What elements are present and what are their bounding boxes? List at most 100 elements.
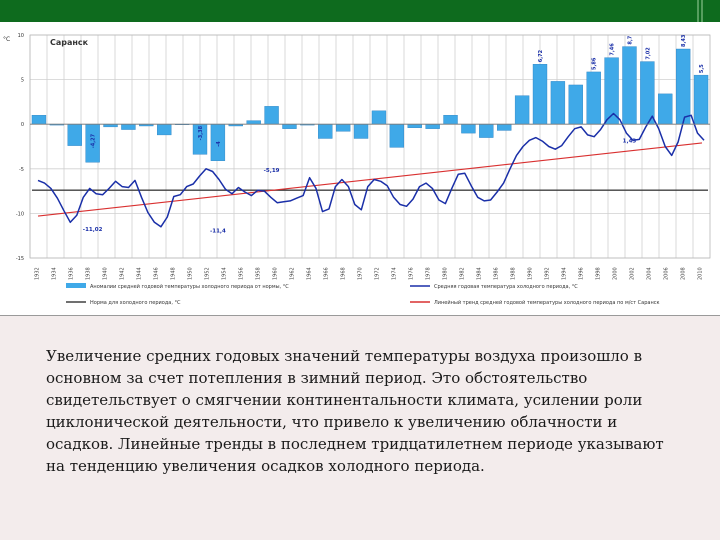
data-label: -11,4 bbox=[210, 229, 226, 235]
data-label: 8,7 bbox=[627, 35, 633, 44]
x-tick-label: 1978 bbox=[426, 267, 432, 280]
x-tick-label: 1968 bbox=[341, 267, 347, 280]
x-tick-label: 1944 bbox=[137, 267, 143, 280]
x-tick-label: 1970 bbox=[358, 267, 364, 280]
anomaly-bar bbox=[425, 123, 440, 129]
x-tick-label: 1994 bbox=[562, 267, 568, 280]
x-tick-label: 1958 bbox=[256, 267, 262, 280]
anomaly-bar bbox=[675, 48, 691, 125]
y-tick-label: -15 bbox=[16, 256, 24, 262]
x-tick-label: 1966 bbox=[324, 267, 330, 280]
x-tick-label: 1962 bbox=[290, 267, 296, 280]
data-label: -4,27 bbox=[91, 133, 97, 148]
x-tick-label: 2006 bbox=[664, 267, 670, 280]
x-tick-label: 1988 bbox=[511, 267, 517, 280]
anomaly-bar bbox=[568, 84, 583, 125]
anomaly-bar bbox=[353, 123, 369, 139]
x-tick-label: 1986 bbox=[494, 267, 500, 280]
x-tick-label: 2002 bbox=[630, 267, 636, 280]
anomaly-bar bbox=[550, 81, 566, 125]
y-axis-label: °С bbox=[3, 36, 10, 43]
anomaly-bar bbox=[604, 57, 619, 125]
anomaly-bar bbox=[67, 123, 82, 146]
legend-label: Линейный тренд средней годовой температу… bbox=[434, 299, 659, 306]
legend-label: Норма для холодного периода, °С bbox=[90, 300, 181, 306]
y-tick-label: -5 bbox=[19, 167, 24, 173]
anomaly-bar bbox=[693, 74, 709, 125]
anomaly-bar bbox=[318, 123, 333, 139]
anomaly-bar bbox=[282, 123, 297, 129]
x-tick-label: 1972 bbox=[375, 267, 381, 280]
y-tick-label: 0 bbox=[21, 122, 24, 128]
x-tick-label: 1938 bbox=[86, 267, 92, 280]
data-label: 1,43 bbox=[623, 138, 637, 144]
x-tick-label: 1942 bbox=[120, 267, 126, 280]
x-tick-label: 2010 bbox=[698, 267, 704, 280]
data-label: 5,86 bbox=[592, 57, 598, 70]
anomaly-bar bbox=[157, 123, 172, 136]
x-tick-label: 1946 bbox=[154, 267, 160, 280]
anomaly-bar bbox=[121, 123, 136, 130]
data-label: -4 bbox=[216, 141, 222, 147]
plot-area-border bbox=[29, 34, 711, 259]
x-tick-label: 1998 bbox=[596, 267, 602, 280]
x-tick-label: 1940 bbox=[103, 267, 109, 280]
anomaly-bar bbox=[443, 115, 458, 125]
anomaly-bar bbox=[479, 123, 494, 138]
slide-caption: Увеличение средних годовых значений темп… bbox=[46, 347, 664, 475]
x-tick-label: 1964 bbox=[307, 267, 313, 280]
y-tick-label: 5 bbox=[21, 78, 24, 84]
chart-panel: 10 5 0 -5 -10 -15 °С 1932 1934 1936 1938 1940 1942 19… bbox=[0, 22, 720, 316]
data-label: 8,43 bbox=[681, 34, 687, 47]
x-tick-label: 1936 bbox=[69, 267, 75, 280]
x-tick-label: 2004 bbox=[647, 267, 653, 280]
anomaly-bar bbox=[532, 64, 548, 125]
x-tick-label: 1990 bbox=[528, 267, 534, 280]
anomaly-bar bbox=[335, 123, 351, 132]
y-tick-label: -10 bbox=[16, 211, 24, 217]
data-label: -11,02 bbox=[83, 227, 103, 233]
x-tick-label: 2000 bbox=[613, 267, 619, 280]
anomaly-bar bbox=[514, 95, 530, 125]
anomaly-bar bbox=[622, 46, 637, 125]
x-tick-label: 1948 bbox=[171, 267, 177, 280]
x-tick-label: 1954 bbox=[222, 267, 228, 280]
trend-line bbox=[37, 142, 703, 217]
x-tick-label: 1982 bbox=[460, 267, 466, 280]
anomaly-bar bbox=[264, 106, 279, 125]
x-tick-label: 1980 bbox=[443, 267, 449, 280]
x-tick-label: 1974 bbox=[392, 267, 398, 280]
x-tick-label: 1992 bbox=[545, 267, 551, 280]
anomaly-bar bbox=[461, 123, 476, 134]
header-decoration-icon bbox=[697, 0, 703, 22]
x-tick-label: 1950 bbox=[188, 267, 194, 280]
mean-temperature-line bbox=[37, 112, 705, 228]
legend-label: Средняя годовая температура холодного пе… bbox=[434, 284, 578, 290]
y-tick-label: 10 bbox=[18, 33, 24, 39]
data-label: -3,38 bbox=[198, 125, 204, 140]
anomaly-bar bbox=[31, 115, 47, 125]
x-tick-label: 1996 bbox=[579, 267, 585, 280]
x-tick-label: 1956 bbox=[239, 267, 245, 280]
anomaly-bar bbox=[371, 110, 387, 125]
legend-label: Аномалии средней годовой температуры хол… bbox=[90, 283, 289, 290]
anomaly-bar bbox=[246, 120, 261, 125]
anomaly-bar bbox=[658, 93, 673, 125]
temperature-chart: 10 5 0 -5 -10 -15 °С 1932 1934 1936 1938 1940 1942 19… bbox=[3, 33, 711, 306]
legend-swatch bbox=[66, 283, 86, 288]
data-label: 5,5 bbox=[699, 64, 705, 73]
x-tick-label: 1952 bbox=[205, 267, 211, 280]
anomaly-bar bbox=[586, 71, 601, 125]
data-label: 7,02 bbox=[645, 47, 651, 60]
slide-header-bar bbox=[0, 0, 720, 22]
x-tick-label: 1976 bbox=[409, 267, 415, 280]
data-label: 6,72 bbox=[538, 49, 544, 62]
anomaly-bar bbox=[103, 123, 118, 128]
anomaly-bar bbox=[407, 123, 422, 128]
data-label: 7,46 bbox=[610, 43, 616, 56]
x-tick-label: 1960 bbox=[273, 267, 279, 280]
x-tick-label: 1932 bbox=[35, 267, 41, 280]
chart-title: Саранск bbox=[50, 38, 89, 47]
anomaly-bar bbox=[389, 123, 405, 148]
anomaly-bar bbox=[640, 61, 655, 125]
